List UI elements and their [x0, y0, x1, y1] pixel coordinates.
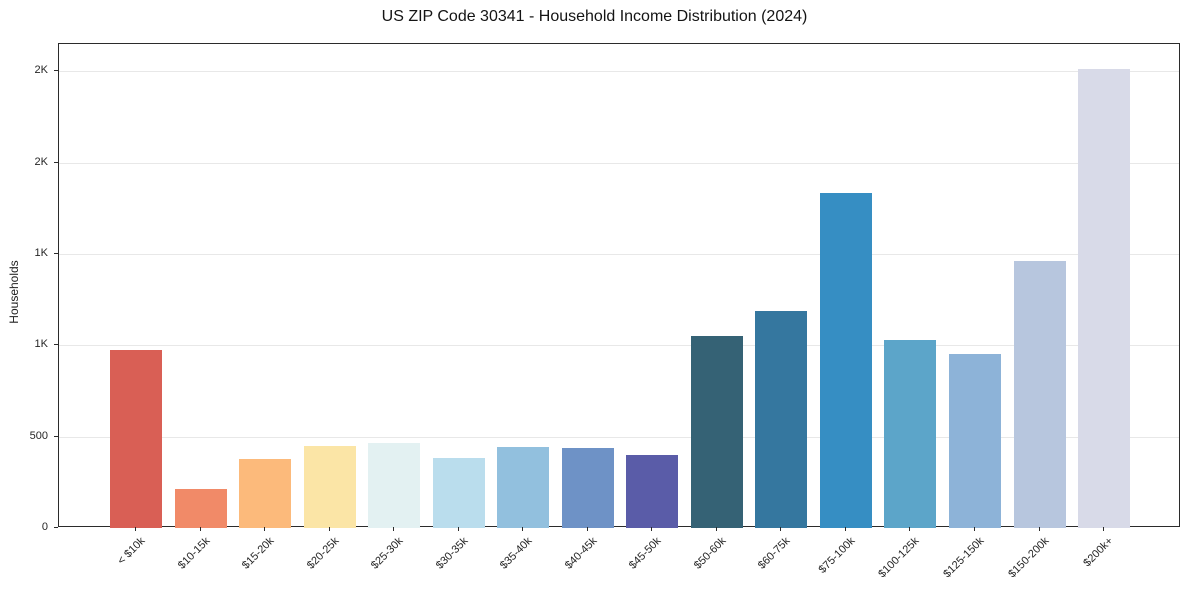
- gridline: [59, 71, 1179, 73]
- y-tick-mark: [54, 527, 58, 528]
- x-tick-mark: [457, 527, 459, 531]
- y-tick-label: 1K: [34, 247, 48, 259]
- bar: [948, 353, 1001, 528]
- x-tick-label: $100-125k: [876, 535, 922, 581]
- x-tick-mark: [522, 527, 524, 531]
- y-tick-label: 500: [29, 429, 48, 442]
- bar: [1013, 261, 1066, 528]
- x-tick-label: $60-75k: [756, 535, 793, 572]
- x-tick-mark: [199, 527, 201, 531]
- y-tick-mark: [54, 161, 58, 163]
- x-tick-mark: [328, 527, 330, 531]
- x-tick-mark: [715, 527, 717, 531]
- bar: [110, 349, 162, 528]
- bar: [884, 339, 937, 528]
- y-tick-mark: [54, 70, 58, 72]
- x-tick-mark: [1103, 527, 1104, 531]
- y-axis-label: Households: [7, 260, 21, 324]
- gridline: [59, 345, 1179, 347]
- gridline: [59, 162, 1179, 164]
- y-tick-mark: [54, 253, 58, 254]
- y-tick-mark: [54, 435, 58, 437]
- x-tick-label: $45-50k: [627, 535, 664, 572]
- x-tick-label: $125-150k: [941, 535, 987, 581]
- x-tick-label: $15-20k: [239, 535, 277, 572]
- y-tick-label: 0: [41, 521, 48, 533]
- x-tick-mark: [844, 527, 846, 531]
- x-tick-mark: [264, 527, 266, 531]
- x-tick-mark: [780, 527, 782, 531]
- bar: [561, 447, 614, 528]
- bar: [239, 458, 292, 528]
- bar: [303, 445, 356, 528]
- x-tick-mark: [135, 527, 136, 531]
- y-tick-mark: [54, 344, 58, 346]
- bar: [690, 336, 743, 528]
- x-tick-label: $30-35k: [433, 535, 471, 572]
- y-tick-label: 1K: [34, 338, 48, 351]
- bar: [497, 446, 550, 528]
- x-tick-label: $200k+: [1081, 535, 1116, 570]
- x-tick-mark: [909, 527, 911, 531]
- x-tick-mark: [973, 527, 975, 531]
- plot-area: [58, 43, 1180, 528]
- x-tick-label: $75-100k: [816, 535, 858, 576]
- x-tick-label: $150-200k: [1005, 535, 1051, 581]
- x-tick-mark: [1038, 527, 1040, 531]
- gridline: [59, 254, 1179, 255]
- x-tick-mark: [651, 527, 653, 531]
- bar: [755, 310, 808, 528]
- x-tick-label: $10-15k: [175, 535, 212, 572]
- bar: [432, 457, 485, 528]
- gridline: [59, 436, 1179, 438]
- x-tick-label: < $10k: [115, 535, 148, 568]
- x-tick-label: $35-40k: [498, 535, 535, 572]
- y-tick-label: 2K: [34, 64, 48, 77]
- y-tick-label: 2K: [34, 155, 48, 168]
- bar: [819, 192, 872, 528]
- x-tick-label: $50-60k: [691, 535, 729, 572]
- x-tick-label: $20-25k: [304, 535, 342, 572]
- bar: [174, 488, 227, 528]
- bar: [1078, 68, 1130, 528]
- x-tick-label: $40-45k: [562, 535, 600, 572]
- x-tick-mark: [393, 527, 395, 531]
- bar: [626, 454, 679, 528]
- x-tick-label: $25-30k: [368, 535, 406, 572]
- chart-title: US ZIP Code 30341 - Household Income Dis…: [381, 8, 808, 25]
- bar: [368, 443, 421, 528]
- x-tick-mark: [586, 527, 588, 531]
